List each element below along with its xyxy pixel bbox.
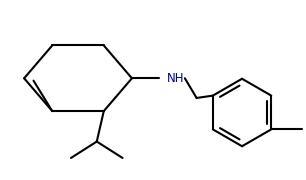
Text: NH: NH bbox=[167, 72, 185, 85]
